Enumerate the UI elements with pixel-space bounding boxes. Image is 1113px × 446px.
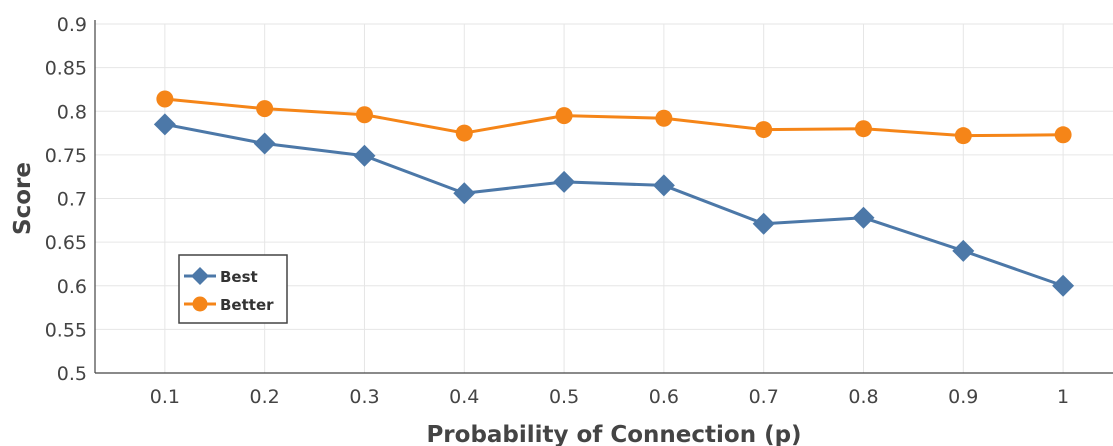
x-tick-label: 0.7 [749,386,779,408]
x-tick-label: 0.8 [848,386,878,408]
y-tick-label: 0.9 [57,14,87,36]
data-point-better [156,90,174,108]
x-tick-label: 0.4 [449,386,479,408]
tick-labels: 0.5 0.55 0.6 0.65 0.7 0.75 0.8 0.85 0.9 0.1 0.2 0.3… [45,14,1069,408]
y-tick-label: 0.55 [45,319,87,341]
legend-label-better: Better [220,296,274,314]
data-point-best [1052,274,1075,297]
y-tick-label: 0.85 [45,58,87,80]
legend-box [178,254,288,324]
data-point-better [954,127,972,145]
x-tick-label: 0.3 [349,386,379,408]
data-point-better [1054,126,1072,144]
data-point-better [854,120,872,138]
data-point-best [453,182,476,205]
x-tick-label: 0.6 [649,386,679,408]
data-point-best [752,212,775,235]
data-point-best [353,144,376,167]
y-tick-label: 0.7 [57,189,87,211]
y-axis-title: Score [10,162,36,235]
data-point-better [455,124,473,142]
data-point-better [555,107,573,125]
legend-marker-better [192,296,208,312]
data-point-best [952,239,975,262]
x-tick-label: 0.5 [549,386,579,408]
y-tick-label: 0.75 [45,145,87,167]
x-tick-label: 1 [1057,386,1069,408]
data-point-better [355,106,373,124]
axes [94,20,1113,374]
data-point-best [153,113,176,136]
legend-label-best: Best [220,268,258,286]
data-point-best [852,206,875,229]
y-tick-label: 0.8 [57,101,87,123]
legend-marker-best [191,267,209,285]
data-point-better [655,109,673,127]
legend: Best Better [178,254,288,324]
x-tick-label: 0.2 [250,386,280,408]
y-tick-label: 0.65 [45,232,87,254]
x-axis-title: Probability of Connection (p) [426,422,801,446]
data-point-best [253,132,276,155]
x-tick-label: 0.1 [150,386,180,408]
series-line-best [164,122,1064,288]
series-layer [153,90,1075,297]
data-point-best [553,170,576,193]
y-tick-label: 0.5 [57,363,87,385]
data-point-better [256,100,274,118]
series-line-better [164,97,1064,138]
data-point-best [652,174,675,197]
y-tick-label: 0.6 [57,276,87,298]
x-tick-label: 0.9 [948,386,978,408]
data-point-better [755,121,773,139]
